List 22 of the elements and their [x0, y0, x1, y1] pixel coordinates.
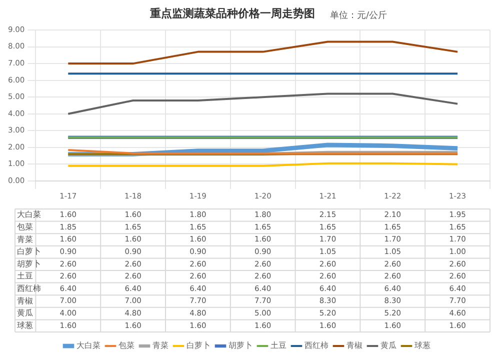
text: 包菜: [17, 222, 33, 232]
chart-subtitle: 单位：元/公斤: [330, 10, 388, 22]
text: 西红柿: [17, 284, 41, 294]
text: 青菜: [17, 234, 33, 244]
legend-label: 包菜: [118, 341, 134, 350]
text: 白萝卜: [17, 247, 41, 256]
legend-label: 白萝卜: [186, 341, 210, 350]
legend-label: 胡萝卜: [228, 341, 252, 350]
text: 土豆: [17, 272, 33, 281]
text: 球葱: [17, 320, 33, 330]
legend-label: 土豆: [270, 341, 286, 350]
legend-label: 青椒: [346, 341, 362, 350]
legend-label: 大白菜: [76, 341, 100, 350]
text: 大白菜: [17, 210, 41, 220]
text: 胡萝卜: [17, 259, 41, 268]
legend-label: 青菜: [152, 341, 168, 350]
chart-title: 重点监测蔬菜品种价格一周走势图: [150, 6, 315, 21]
legend-label: 西红柿: [304, 341, 328, 350]
legend-label: 黄瓜: [380, 341, 396, 350]
text: 黄瓜: [17, 308, 33, 318]
legend-label: 球葱: [414, 341, 430, 350]
text: 青椒: [17, 296, 33, 306]
